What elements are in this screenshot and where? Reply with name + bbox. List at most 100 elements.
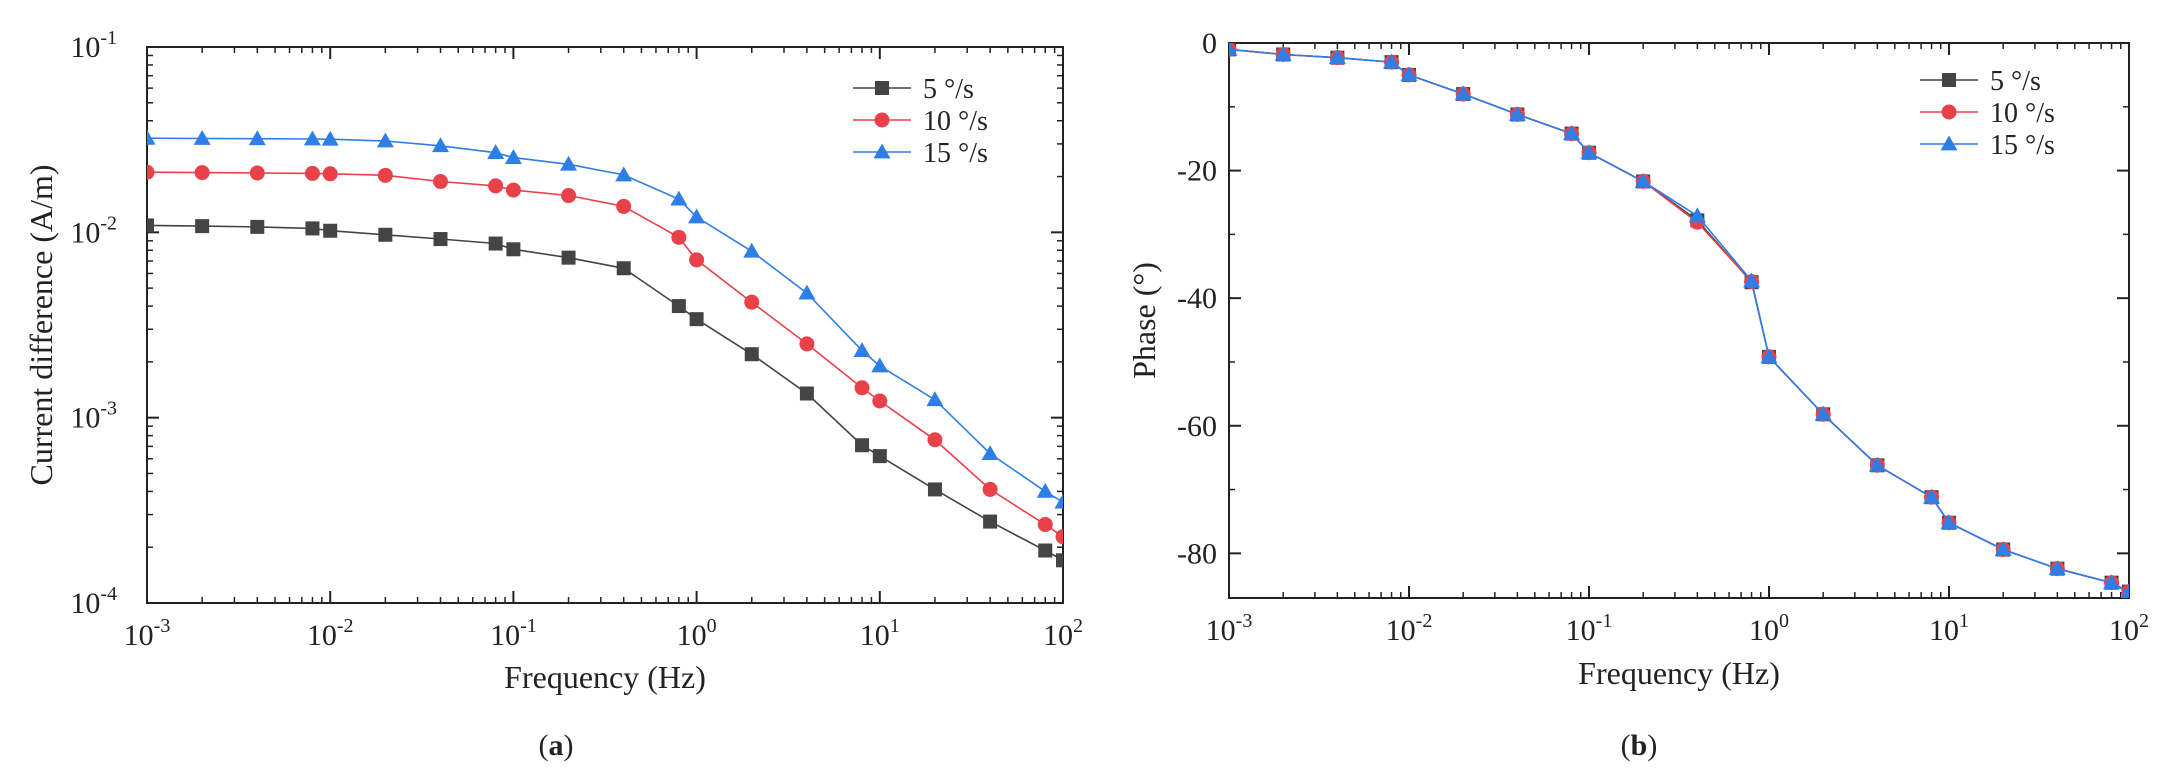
chart-panel-b: 10-3 10-2 10-1 100 101 102 0 -20 -40 -60 -80 Freque… — [1126, 27, 2149, 691]
legend-label: 10 °/s — [1990, 98, 2055, 129]
data-point-series-3 — [303, 130, 321, 146]
data-point-series-3 — [248, 130, 266, 146]
caption-a: (a) — [539, 729, 574, 762]
data-point-series-2 — [799, 336, 815, 352]
data-point-series-3 — [1054, 493, 1063, 509]
data-point-series-3 — [487, 144, 505, 160]
x-tick-label: 102 — [2109, 610, 2149, 647]
data-point-series-3 — [2121, 584, 2129, 598]
data-point-series-2 — [1055, 529, 1063, 545]
data-point-series-2 — [561, 188, 577, 204]
legend: 5 °/s10 °/s15 °/s — [1920, 66, 2055, 161]
x-tick-label: 10-1 — [490, 615, 537, 652]
chart-panel-a: 10-3 10-2 10-1 100 101 10210-410-310-210-1Fre… — [23, 27, 1083, 695]
y-tick-label: 10-2 — [70, 212, 117, 249]
x-axis-label: Frequency (Hz) — [1578, 655, 1780, 691]
data-point-series-2 — [671, 229, 687, 245]
x-tick-label: 10-2 — [1386, 610, 1433, 647]
data-point-series-3 — [1868, 456, 1886, 472]
data-point-series-1 — [983, 514, 998, 529]
data-point-series-1 — [561, 250, 576, 265]
data-point-series-3 — [1688, 207, 1706, 223]
data-point-series-3 — [871, 357, 889, 373]
data-point-series-3 — [1400, 66, 1418, 82]
legend-label: 10 °/s — [923, 106, 988, 137]
data-point-series-1 — [378, 227, 393, 242]
y-tick-label: -80 — [1177, 537, 1217, 570]
data-point-series-3 — [147, 129, 156, 145]
data-point-series-2 — [872, 393, 888, 409]
data-point-series-3 — [1563, 125, 1581, 140]
x-tick-label: 102 — [1043, 615, 1083, 652]
x-tick-label: 10-3 — [124, 615, 171, 652]
y-tick-label: 10-1 — [70, 27, 117, 64]
data-point-series-3 — [2103, 574, 2121, 590]
data-point-series-1 — [799, 386, 814, 401]
data-point-series-3 — [1580, 144, 1598, 160]
data-point-series-2 — [377, 167, 393, 183]
data-point-series-3 — [1634, 172, 1652, 188]
data-point-series-1 — [506, 242, 521, 257]
legend: 5 °/s10 °/s15 °/s — [853, 74, 988, 169]
data-point-series-2 — [744, 294, 760, 310]
plot-frame — [1228, 42, 2130, 599]
data-point-series-2 — [689, 252, 705, 268]
x-tick-label: 10-2 — [307, 615, 354, 652]
legend-marker — [1941, 104, 1957, 120]
data-point-series-1 — [744, 347, 759, 362]
data-point-series-2 — [304, 165, 320, 181]
data-point-series-3 — [2048, 560, 2066, 576]
data-point-series-2 — [1037, 517, 1053, 533]
data-point-series-1 — [1056, 553, 1063, 568]
y-tick-label: -60 — [1177, 410, 1217, 443]
data-point-series-1 — [323, 223, 338, 238]
series-line-3 — [147, 137, 1063, 503]
series-group — [1229, 43, 2129, 598]
data-point-series-3 — [1760, 348, 1778, 364]
data-point-series-3 — [670, 190, 688, 206]
data-point-series-1 — [616, 261, 631, 276]
data-point-series-1 — [671, 299, 686, 314]
legend-label: 15 °/s — [1990, 130, 2055, 161]
data-point-series-3 — [1940, 514, 1958, 530]
data-point-series-2 — [322, 166, 338, 182]
data-point-series-3 — [743, 242, 761, 258]
data-point-series-2 — [982, 481, 998, 497]
data-point-series-3 — [1814, 405, 1832, 421]
y-tick-label: 10-3 — [70, 398, 117, 435]
y-tick-label: 0 — [1202, 27, 1217, 60]
legend-marker — [1942, 73, 1956, 87]
data-point-series-3 — [504, 149, 522, 164]
legend-marker — [874, 112, 890, 128]
y-tick-label: -40 — [1177, 282, 1217, 315]
data-point-series-2 — [249, 165, 265, 181]
data-point-series-2 — [194, 165, 210, 181]
series-group — [147, 129, 1063, 568]
data-point-series-3 — [431, 137, 449, 153]
data-point-series-3 — [1994, 541, 2012, 556]
data-point-series-2 — [505, 182, 521, 198]
data-point-series-2 — [488, 178, 504, 194]
data-point-series-3 — [1328, 49, 1346, 65]
data-point-series-3 — [926, 391, 944, 407]
plot-frame — [146, 46, 1064, 604]
data-point-series-3 — [376, 132, 394, 148]
data-point-series-3 — [560, 155, 578, 171]
x-tick-label: 100 — [677, 615, 717, 652]
data-point-series-3 — [321, 130, 339, 146]
data-point-series-3 — [1923, 488, 1941, 504]
data-point-series-2 — [616, 198, 632, 214]
data-point-series-2 — [147, 164, 155, 180]
y-axis-label: Phase (°) — [1126, 262, 1162, 379]
data-point-series-1 — [689, 312, 704, 327]
x-tick-label: 100 — [1749, 610, 1789, 647]
data-point-series-1 — [147, 218, 154, 233]
legend-marker — [1940, 135, 1958, 151]
x-tick-label: 10-1 — [1566, 610, 1613, 647]
data-point-series-1 — [872, 449, 887, 464]
data-point-series-3 — [1454, 85, 1472, 101]
data-point-series-3 — [1743, 272, 1761, 288]
data-point-series-3 — [1508, 105, 1526, 121]
data-point-series-3 — [981, 445, 999, 460]
